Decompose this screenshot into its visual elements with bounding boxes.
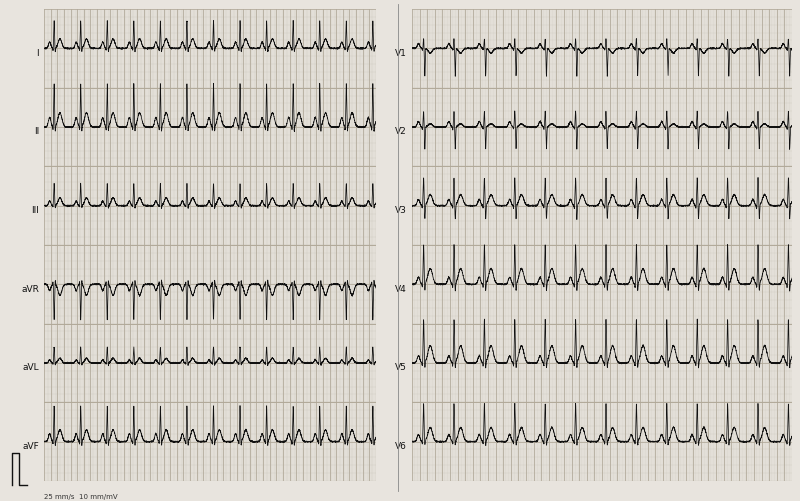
Text: 25 mm/s  10 mm/mV: 25 mm/s 10 mm/mV [44, 493, 118, 499]
Text: aVF: aVF [22, 441, 39, 450]
Text: I: I [36, 49, 39, 58]
Text: aVR: aVR [21, 284, 39, 293]
Text: V2: V2 [394, 127, 406, 136]
Text: V6: V6 [394, 441, 406, 450]
Text: V4: V4 [394, 284, 406, 293]
Text: II: II [34, 127, 39, 136]
Text: III: III [31, 206, 39, 214]
Text: V3: V3 [394, 206, 406, 214]
Text: aVL: aVL [22, 363, 39, 372]
Text: V5: V5 [394, 363, 406, 372]
Text: V1: V1 [394, 49, 406, 58]
